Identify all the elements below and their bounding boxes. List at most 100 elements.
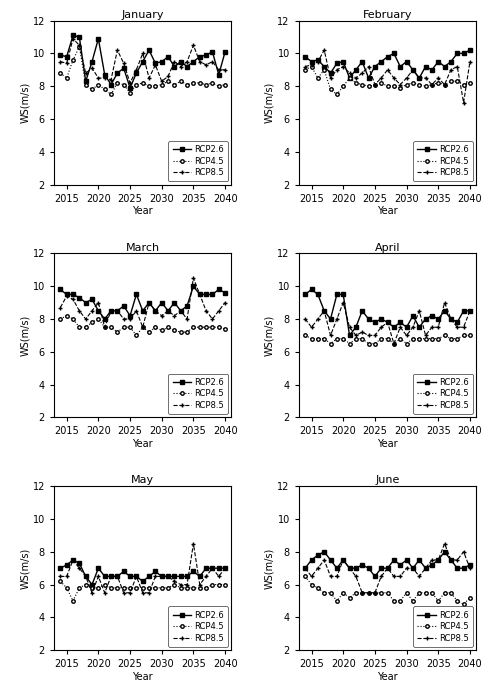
RCP8.5 [391,339,397,347]
RCP8.5 [416,74,422,82]
RCP8.5 [108,307,114,315]
RCP2.6 [315,290,321,299]
RCP2.6 [372,318,378,326]
RCP8.5 [315,315,321,323]
RCP4.5 [191,323,196,332]
RCP8.5 [340,556,346,564]
RCP2.6 [436,315,441,323]
RCP8.5 [102,74,108,82]
RCP4.5 [454,597,460,605]
Line: RCP2.6: RCP2.6 [58,284,227,321]
RCP8.5 [108,76,114,84]
RCP8.5 [429,323,435,332]
RCP2.6 [334,564,340,572]
RCP4.5 [222,325,228,333]
RCP4.5 [321,334,327,343]
RCP8.5 [178,581,184,589]
RCP8.5 [359,589,365,597]
RCP4.5 [423,589,429,597]
RCP8.5 [397,80,403,89]
RCP2.6 [95,34,101,43]
RCP4.5 [391,82,397,90]
RCP4.5 [83,323,89,332]
RCP2.6 [429,561,435,569]
RCP2.6 [384,564,390,572]
RCP4.5 [127,583,133,592]
RCP2.6 [178,307,184,315]
RCP8.5 [461,98,466,107]
RCP2.6 [77,294,82,302]
RCP8.5 [378,323,384,332]
RCP2.6 [70,556,76,564]
RCP8.5 [410,65,416,74]
RCP4.5 [315,334,321,343]
RCP2.6 [203,51,209,59]
RCP8.5 [302,564,308,572]
RCP2.6 [102,572,108,581]
RCP8.5 [384,564,390,572]
RCP4.5 [347,339,353,347]
RCP8.5 [108,572,114,581]
RCP8.5 [95,572,101,581]
RCP2.6 [64,561,70,569]
RCP8.5 [321,556,327,564]
RCP4.5 [102,581,108,589]
RCP2.6 [441,548,447,556]
RCP8.5 [315,58,321,66]
RCP4.5 [165,77,171,85]
RCP2.6 [222,47,228,56]
RCP2.6 [222,289,228,297]
RCP8.5 [423,564,429,572]
RCP2.6 [404,323,409,332]
RCP2.6 [467,46,473,54]
RCP2.6 [178,572,184,581]
RCP4.5 [222,80,228,89]
RCP2.6 [216,564,222,572]
RCP8.5 [353,332,359,340]
Line: RCP4.5: RCP4.5 [58,45,227,96]
RCP8.5 [83,315,89,323]
RCP8.5 [327,572,333,581]
RCP8.5 [171,58,177,66]
RCP8.5 [327,74,333,82]
RCP8.5 [191,539,196,548]
RCP4.5 [89,85,95,94]
RCP4.5 [108,90,114,98]
RCP8.5 [448,315,454,323]
RCP8.5 [165,572,171,581]
RCP2.6 [429,312,435,320]
RCP8.5 [448,65,454,74]
RCP8.5 [321,46,327,54]
RCP2.6 [114,307,120,315]
RCP2.6 [410,312,416,320]
RCP4.5 [467,332,473,340]
RCP2.6 [467,307,473,315]
RCP4.5 [461,332,466,340]
RCP4.5 [353,589,359,597]
RCP2.6 [171,572,177,581]
RCP2.6 [140,58,146,66]
RCP8.5 [378,572,384,581]
RCP8.5 [140,323,146,332]
RCP2.6 [108,307,114,315]
RCP2.6 [121,64,127,72]
RCP2.6 [448,556,454,564]
RCP4.5 [191,79,196,87]
RCP8.5 [372,589,378,597]
RCP2.6 [171,299,177,307]
RCP4.5 [404,339,409,347]
RCP2.6 [366,564,372,572]
RCP2.6 [467,561,473,569]
RCP4.5 [404,80,409,89]
RCP2.6 [340,58,346,66]
RCP8.5 [184,581,190,589]
RCP2.6 [461,564,466,572]
RCP4.5 [152,583,158,592]
RCP4.5 [372,589,378,597]
RCP4.5 [334,597,340,605]
RCP4.5 [165,323,171,332]
RCP8.5 [308,61,314,69]
RCP4.5 [140,79,146,87]
RCP2.6 [397,63,403,71]
RCP8.5 [216,65,222,74]
